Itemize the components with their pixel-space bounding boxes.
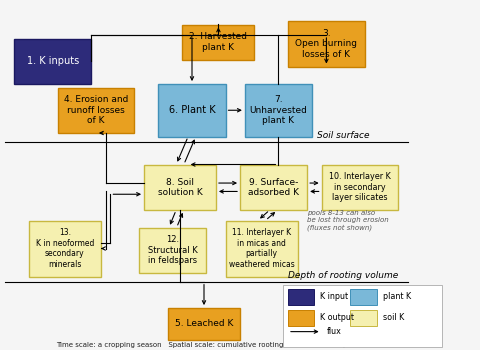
Text: 10. Interlayer K
in secondary
layer silicates: 10. Interlayer K in secondary layer sili… bbox=[329, 172, 391, 202]
Text: 4. Erosion and
runoff losses
of K: 4. Erosion and runoff losses of K bbox=[64, 95, 128, 125]
Text: soil K: soil K bbox=[383, 313, 404, 322]
Text: 2. Harvested
plant K: 2. Harvested plant K bbox=[190, 32, 247, 52]
Text: 13.
K in neoformed
secondary
minerals: 13. K in neoformed secondary minerals bbox=[36, 229, 94, 268]
FancyBboxPatch shape bbox=[58, 88, 134, 133]
Text: pools 8-13 can also
be lost through erosion
(fluxes not shown): pools 8-13 can also be lost through eros… bbox=[307, 210, 389, 231]
Text: flux: flux bbox=[326, 327, 341, 336]
FancyBboxPatch shape bbox=[29, 220, 101, 276]
Text: 9. Surface-
adsorbed K: 9. Surface- adsorbed K bbox=[248, 177, 299, 197]
FancyBboxPatch shape bbox=[182, 25, 254, 60]
Text: 5. Leached K: 5. Leached K bbox=[175, 319, 233, 328]
FancyBboxPatch shape bbox=[288, 310, 314, 326]
FancyBboxPatch shape bbox=[322, 164, 398, 210]
Text: 1. K inputs: 1. K inputs bbox=[27, 56, 79, 66]
Text: 12.
Structural K
in feldspars: 12. Structural K in feldspars bbox=[148, 235, 198, 265]
Text: 3.
Open burning
losses of K: 3. Open burning losses of K bbox=[295, 29, 358, 59]
FancyBboxPatch shape bbox=[288, 21, 365, 66]
FancyBboxPatch shape bbox=[288, 289, 314, 304]
Text: Soil surface: Soil surface bbox=[317, 131, 369, 140]
FancyBboxPatch shape bbox=[139, 228, 206, 273]
FancyBboxPatch shape bbox=[226, 220, 298, 276]
Text: K input: K input bbox=[320, 292, 348, 301]
Text: 6. Plant K: 6. Plant K bbox=[168, 105, 216, 115]
FancyBboxPatch shape bbox=[350, 310, 377, 326]
FancyBboxPatch shape bbox=[283, 285, 442, 346]
Text: plant K: plant K bbox=[383, 292, 411, 301]
Text: 7.
Unharvested
plant K: 7. Unharvested plant K bbox=[250, 95, 307, 125]
Text: Depth of rooting volume: Depth of rooting volume bbox=[288, 271, 398, 280]
FancyBboxPatch shape bbox=[168, 308, 240, 340]
Text: K output: K output bbox=[320, 313, 354, 322]
Text: Time scale: a cropping season   Spatial scale: cumulative rooting volume for a c: Time scale: a cropping season Spatial sc… bbox=[56, 342, 348, 348]
FancyBboxPatch shape bbox=[14, 38, 91, 84]
Text: 11. Interlayer K
in micas and
partially
weathered micas: 11. Interlayer K in micas and partially … bbox=[229, 229, 294, 268]
FancyBboxPatch shape bbox=[240, 164, 307, 210]
Text: 8. Soil
solution K: 8. Soil solution K bbox=[157, 177, 203, 197]
FancyBboxPatch shape bbox=[350, 289, 377, 304]
FancyBboxPatch shape bbox=[144, 164, 216, 210]
FancyBboxPatch shape bbox=[158, 84, 226, 136]
FancyBboxPatch shape bbox=[245, 84, 312, 136]
